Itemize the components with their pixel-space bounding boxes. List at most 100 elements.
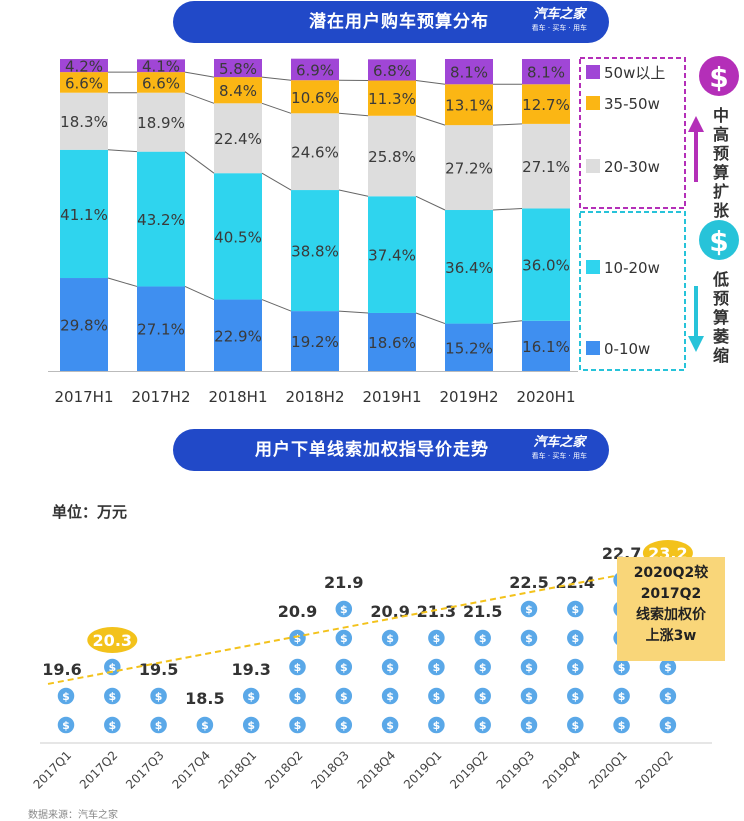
x-tick-label: 2018H1 bbox=[209, 388, 268, 406]
x-tick-label: 2018Q3 bbox=[308, 748, 352, 792]
callout-line-1: 2020Q2较 bbox=[617, 563, 725, 584]
coin-stack: $$$$ bbox=[381, 629, 399, 734]
x-tick-label: 2019H1 bbox=[363, 388, 422, 406]
high-budget-label-char: 算 bbox=[713, 163, 729, 182]
value-label-highlight: 20.3 bbox=[93, 631, 132, 650]
coin-glyph: $ bbox=[386, 690, 394, 703]
coin-glyph: $ bbox=[386, 719, 394, 732]
connector-line bbox=[416, 81, 445, 85]
data-label: 22.4% bbox=[214, 130, 262, 148]
coin-glyph: $ bbox=[664, 661, 672, 674]
data-label: 15.2% bbox=[445, 339, 493, 357]
data-label: 8.4% bbox=[219, 82, 257, 100]
value-label: 20.9 bbox=[278, 602, 317, 621]
coin-stack: $$$ bbox=[103, 658, 121, 734]
data-label: 36.4% bbox=[445, 259, 493, 277]
callout-line-2: 2017Q2 bbox=[617, 584, 725, 605]
legend-swatch bbox=[586, 65, 600, 79]
x-tick-label: 2017Q3 bbox=[123, 748, 167, 792]
connector-line bbox=[262, 103, 291, 113]
coin-glyph: $ bbox=[571, 632, 579, 645]
legend-label: 10-20w bbox=[604, 259, 660, 277]
connector-line bbox=[416, 313, 445, 324]
data-label: 18.6% bbox=[368, 334, 416, 352]
coin-glyph: $ bbox=[62, 719, 70, 732]
coin-stack: $$$$$ bbox=[335, 600, 353, 734]
coin-glyph: $ bbox=[340, 661, 348, 674]
legend-swatch bbox=[586, 96, 600, 110]
coin-glyph: $ bbox=[433, 690, 441, 703]
data-label: 40.5% bbox=[214, 228, 262, 246]
coin-stack: $$$$ bbox=[474, 629, 492, 734]
coin-glyph: $ bbox=[108, 690, 116, 703]
data-label: 8.1% bbox=[450, 64, 488, 82]
coin-glyph: $ bbox=[201, 719, 209, 732]
data-label: 41.1% bbox=[60, 206, 108, 224]
value-label: 18.5 bbox=[185, 689, 224, 708]
x-tick-label: 2018Q2 bbox=[262, 748, 306, 792]
callout-line-3: 线索加权价 bbox=[617, 605, 725, 626]
data-label: 27.1% bbox=[522, 158, 570, 176]
data-label: 6.6% bbox=[65, 74, 103, 92]
coin-glyph: $ bbox=[294, 632, 302, 645]
legend-label: 50w以上 bbox=[604, 64, 665, 82]
high-budget-label-char: 张 bbox=[713, 201, 730, 220]
coin-glyph: $ bbox=[294, 661, 302, 674]
x-tick-label: 2017H2 bbox=[132, 388, 191, 406]
coin-glyph: $ bbox=[571, 719, 579, 732]
high-budget-label-char: 扩 bbox=[713, 182, 729, 201]
x-tick-label: 2020H1 bbox=[517, 388, 576, 406]
coin-glyph: $ bbox=[525, 719, 533, 732]
data-label: 43.2% bbox=[137, 211, 185, 229]
connector-line bbox=[185, 152, 214, 174]
value-label: 22.4 bbox=[556, 573, 595, 592]
coin-glyph: $ bbox=[340, 632, 348, 645]
coin-glyph: $ bbox=[571, 661, 579, 674]
coin-glyph: $ bbox=[294, 690, 302, 703]
coin-glyph: $ bbox=[62, 690, 70, 703]
x-tick-label: 2019Q2 bbox=[447, 748, 491, 792]
connector-line bbox=[185, 93, 214, 104]
coin-glyph: $ bbox=[247, 690, 255, 703]
budget-stacked-chart: 29.8%41.1%18.3%6.6%4.2%27.1%43.2%18.9%6.… bbox=[0, 0, 744, 410]
data-label: 24.6% bbox=[291, 144, 339, 162]
down-arrow-head bbox=[688, 336, 704, 352]
low-budget-label-char: 预 bbox=[713, 289, 729, 308]
connector-line bbox=[493, 321, 522, 324]
dollar-icon-low-glyph: $ bbox=[709, 225, 728, 258]
coin-glyph: $ bbox=[433, 632, 441, 645]
connector-line bbox=[108, 150, 137, 152]
legend-label: 20-30w bbox=[604, 158, 660, 176]
coin-glyph: $ bbox=[618, 719, 626, 732]
x-tick-label: 2020Q1 bbox=[586, 748, 630, 792]
low-budget-label-char: 萎 bbox=[712, 327, 730, 346]
data-label: 29.8% bbox=[60, 317, 108, 335]
value-label: 19.3 bbox=[231, 660, 270, 679]
coin-glyph: $ bbox=[340, 603, 348, 616]
coin-stack: $$$$ bbox=[427, 629, 445, 734]
data-label: 6.9% bbox=[296, 61, 334, 79]
coin-glyph: $ bbox=[247, 719, 255, 732]
connector-line bbox=[493, 124, 522, 125]
data-label: 4.1% bbox=[142, 58, 180, 76]
x-tick-label: 2019Q4 bbox=[540, 748, 584, 792]
data-label: 18.9% bbox=[137, 114, 185, 132]
legend-label: 35-50w bbox=[604, 95, 660, 113]
callout-line-4: 上涨3w bbox=[617, 626, 725, 647]
coin-glyph: $ bbox=[571, 603, 579, 616]
x-tick-label: 2019Q3 bbox=[494, 748, 538, 792]
increase-callout: 2020Q2较 2017Q2 线索加权价 上涨3w bbox=[617, 557, 725, 661]
connector-line bbox=[262, 77, 291, 80]
coin-glyph: $ bbox=[618, 661, 626, 674]
coin-stack: $ bbox=[196, 716, 214, 734]
data-label: 37.4% bbox=[368, 247, 416, 265]
x-tick-label: 2018Q4 bbox=[355, 748, 399, 792]
coin-glyph: $ bbox=[340, 719, 348, 732]
x-tick-label: 2019H2 bbox=[440, 388, 499, 406]
value-label: 21.3 bbox=[417, 602, 456, 621]
coin-glyph: $ bbox=[664, 690, 672, 703]
high-budget-label-char: 预 bbox=[713, 144, 729, 163]
coin-stack: $$ bbox=[57, 687, 75, 734]
x-tick-label: 2018Q1 bbox=[216, 748, 260, 792]
legend-swatch bbox=[586, 159, 600, 173]
